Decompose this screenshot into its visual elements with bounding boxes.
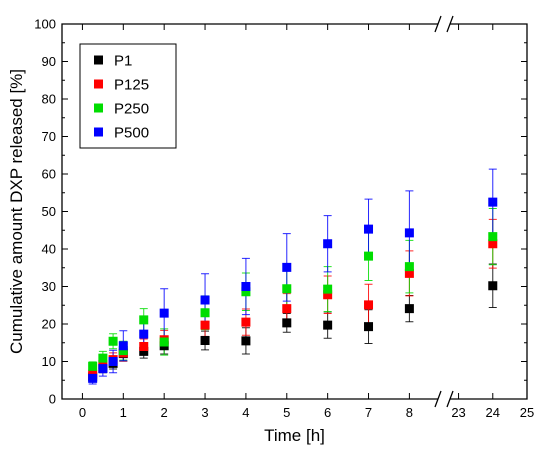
plot-frame-left	[61, 23, 438, 400]
marker-p1	[200, 336, 210, 345]
marker-p500	[364, 224, 374, 234]
marker-p500	[404, 228, 414, 238]
marker-p500	[241, 282, 251, 291]
x-tick-label: 4	[242, 405, 249, 420]
marker-p250	[159, 337, 169, 347]
marker-p125	[488, 239, 498, 249]
marker-p1	[139, 346, 149, 356]
y-tick-label: 40	[42, 242, 56, 257]
axis-break-gap	[439, 391, 449, 407]
legend-label: P250	[114, 101, 149, 118]
plot-frame-right	[450, 23, 528, 400]
marker-p250	[98, 353, 108, 363]
x-tick-label: 3	[201, 405, 208, 420]
x-tick-label: 6	[324, 405, 331, 420]
marker-p250	[108, 336, 118, 346]
y-axis-title: Cumulative amount DXP released [%]	[7, 69, 26, 354]
marker-p125	[139, 342, 149, 351]
x-tick-label: 5	[283, 405, 290, 420]
x-axis-title: Time [h]	[264, 426, 325, 445]
marker-p250	[200, 308, 210, 318]
y-tick-label: 60	[42, 167, 56, 182]
x-tick-label: 23	[451, 405, 465, 420]
marker-p500	[159, 308, 169, 318]
marker-p1	[323, 320, 333, 330]
plot-frame	[61, 23, 528, 400]
marker-p500	[488, 197, 498, 207]
axis-break-slash	[434, 15, 442, 33]
marker-p250	[139, 315, 149, 325]
marker-p250	[282, 284, 292, 294]
x-tick-label: 1	[120, 405, 127, 420]
marker-p125	[404, 268, 414, 278]
legend-label: P125	[114, 77, 149, 94]
y-tick-label: 20	[42, 317, 56, 332]
axis-break-gap	[439, 16, 449, 32]
marker-p125	[241, 317, 251, 327]
marker-p500	[200, 295, 210, 305]
x-tick-label: 7	[365, 405, 372, 420]
legend-label: P1	[114, 53, 132, 70]
y-axis-ticks: 0 10 20 30 40 50 60 70 80 90 100	[34, 17, 527, 407]
y-tick-label: 90	[42, 54, 56, 69]
marker-p500	[139, 329, 149, 339]
y-tick-label: 10	[42, 354, 56, 369]
marker-p1	[282, 318, 292, 328]
marker-p1	[404, 304, 414, 314]
x-tick-label: 24	[486, 405, 500, 420]
marker-p250	[364, 251, 374, 261]
marker-p500	[323, 239, 333, 249]
error-bars	[88, 168, 497, 385]
marker-p500	[108, 357, 118, 366]
x-axis-ticks: 0 1 2 3 4 5 6 7 8 23 24 25	[79, 24, 534, 420]
y-tick-label: 100	[34, 17, 56, 32]
y-tick-label: 0	[49, 392, 56, 407]
marker-p250	[88, 361, 98, 371]
marker-p250	[241, 287, 251, 297]
marker-p250	[488, 232, 498, 242]
marker-p1	[488, 281, 498, 291]
legend-marker-p1	[94, 55, 103, 65]
legend-marker-p250	[94, 103, 103, 113]
marker-p125	[364, 300, 374, 310]
x-tick-label: 2	[161, 405, 168, 420]
marker-p500	[282, 262, 292, 272]
marker-p125	[323, 290, 333, 300]
marker-p1	[241, 336, 251, 346]
marker-p500	[118, 341, 128, 351]
y-tick-label: 50	[42, 204, 56, 219]
y-tick-label: 30	[42, 279, 56, 294]
x-tick-label: 8	[406, 405, 413, 420]
marker-p500	[98, 364, 108, 374]
axis-break-marks	[434, 15, 454, 408]
x-tick-label: 25	[520, 405, 534, 420]
marker-p125	[200, 320, 210, 330]
marker-p500	[88, 373, 98, 383]
marker-p250	[118, 346, 128, 356]
y-tick-label: 70	[42, 129, 56, 144]
data-markers	[88, 197, 498, 383]
axis-break-slash	[446, 15, 454, 33]
marker-p250	[323, 284, 333, 294]
axis-break-slash	[434, 390, 442, 408]
marker-p250	[404, 262, 414, 272]
legend-marker-p125	[94, 79, 103, 89]
marker-p125	[282, 304, 292, 314]
y-tick-label: 80	[42, 92, 56, 107]
x-tick-label: 0	[79, 405, 86, 420]
marker-p1	[364, 322, 374, 332]
axis-break-slash	[446, 390, 454, 408]
legend: P1 P125 P250 P500	[79, 43, 177, 149]
legend-label: P500	[114, 125, 149, 142]
legend-marker-p500	[94, 127, 103, 137]
